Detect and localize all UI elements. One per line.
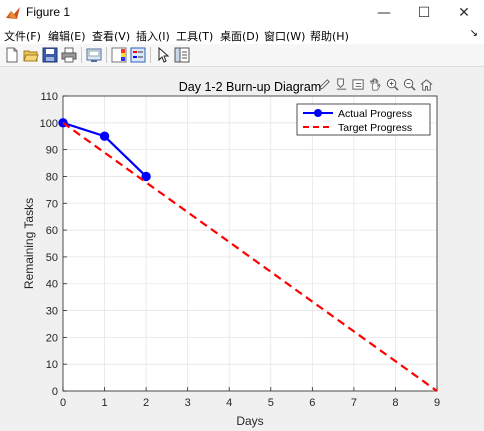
plot-area[interactable] <box>63 96 437 391</box>
toolbar-separator <box>150 47 151 63</box>
print-icon[interactable] <box>61 47 77 63</box>
toolbar-separator <box>81 47 82 63</box>
x-tick-label: 5 <box>268 397 274 409</box>
data-tips-icon[interactable] <box>335 78 348 91</box>
legend-icon[interactable] <box>130 47 146 63</box>
x-tick-label: 0 <box>60 397 66 409</box>
chart-title: Day 1-2 Burn-up Diagram <box>179 80 321 94</box>
save-icon[interactable] <box>42 47 58 63</box>
x-tick-label: 6 <box>309 397 315 409</box>
y-tick-label: 90 <box>46 145 58 157</box>
legend-label: Target Progress <box>338 122 412 134</box>
close-icon: ✕ <box>458 5 470 21</box>
y-tick-label: 70 <box>46 198 58 210</box>
y-tick-label: 40 <box>46 279 58 291</box>
y-tick-label: 100 <box>40 118 58 130</box>
colorbar-icon[interactable] <box>111 47 127 63</box>
x-tick-label: 9 <box>434 397 440 409</box>
link-plot-icon[interactable] <box>86 47 102 63</box>
export-icon[interactable] <box>352 78 365 91</box>
legend-marker <box>314 109 322 117</box>
menu-file[interactable]: 文件(F) <box>4 30 41 43</box>
x-tick-label: 7 <box>351 397 357 409</box>
maximize-icon: ☐ <box>417 5 431 21</box>
y-tick-label: 80 <box>46 171 58 183</box>
data-point[interactable] <box>99 131 110 141</box>
menu-insert[interactable]: 插入(I) <box>136 30 170 43</box>
menu-overflow-icon[interactable]: ↘ <box>469 28 478 39</box>
x-tick-label: 3 <box>185 397 191 409</box>
y-tick-label: 110 <box>40 91 58 103</box>
pan-icon[interactable] <box>369 78 382 91</box>
series-line-1[interactable] <box>62 121 438 392</box>
x-tick-label: 2 <box>143 397 149 409</box>
pointer-icon[interactable] <box>155 47 171 63</box>
new-figure-icon[interactable] <box>4 47 20 63</box>
zoom-out-icon[interactable] <box>403 78 416 91</box>
minimize-icon: — <box>377 5 391 21</box>
open-file-icon[interactable] <box>23 47 39 63</box>
zoom-in-icon[interactable] <box>386 78 399 91</box>
series-layer <box>58 118 438 392</box>
menu-help[interactable]: 帮助(H) <box>310 30 349 43</box>
legend-box <box>296 103 431 136</box>
y-tick-label: 60 <box>46 225 58 237</box>
window-title: Figure 1 <box>26 5 71 19</box>
x-tick-label: 1 <box>101 397 107 409</box>
y-axis-label: Remaining Tasks <box>22 198 36 289</box>
home-icon[interactable] <box>420 78 433 91</box>
menu-bar: 文件(F) 编辑(E) 查看(V) 插入(I) 工具(T) 桌面(D) 窗口(W… <box>0 26 484 44</box>
brush-icon[interactable] <box>318 78 331 91</box>
menu-view[interactable]: 查看(V) <box>92 30 131 43</box>
y-tick-label: 20 <box>46 332 58 344</box>
minimize-button[interactable]: — <box>364 0 404 26</box>
legend[interactable]: Actual Progress Target Progress <box>296 103 431 136</box>
close-button[interactable]: ✕ <box>444 0 484 26</box>
menu-window[interactable]: 窗口(W) <box>264 30 306 43</box>
data-point[interactable] <box>141 171 151 182</box>
y-tick-label: 50 <box>46 252 58 264</box>
x-tick-label: 4 <box>226 397 232 409</box>
x-tick-label: 8 <box>392 397 398 409</box>
y-tick-label: 0 <box>52 386 58 398</box>
menu-tools[interactable]: 工具(T) <box>176 30 214 43</box>
axes-box <box>62 95 438 392</box>
matlab-app-icon <box>6 7 20 19</box>
figure-toolbar <box>0 44 484 67</box>
maximize-button[interactable]: ☐ <box>404 0 444 26</box>
menu-edit[interactable]: 编辑(E) <box>48 30 86 43</box>
x-axis-label: Days <box>236 414 263 428</box>
property-inspector-icon[interactable] <box>174 47 190 63</box>
menu-desktop[interactable]: 桌面(D) <box>220 30 260 43</box>
y-tick-label: 30 <box>46 306 58 318</box>
toolbar-separator <box>106 47 107 63</box>
legend-label: Actual Progress <box>338 108 412 120</box>
window-titlebar: Figure 1 — ☐ ✕ <box>0 0 484 26</box>
y-tick-label: 10 <box>46 359 58 371</box>
